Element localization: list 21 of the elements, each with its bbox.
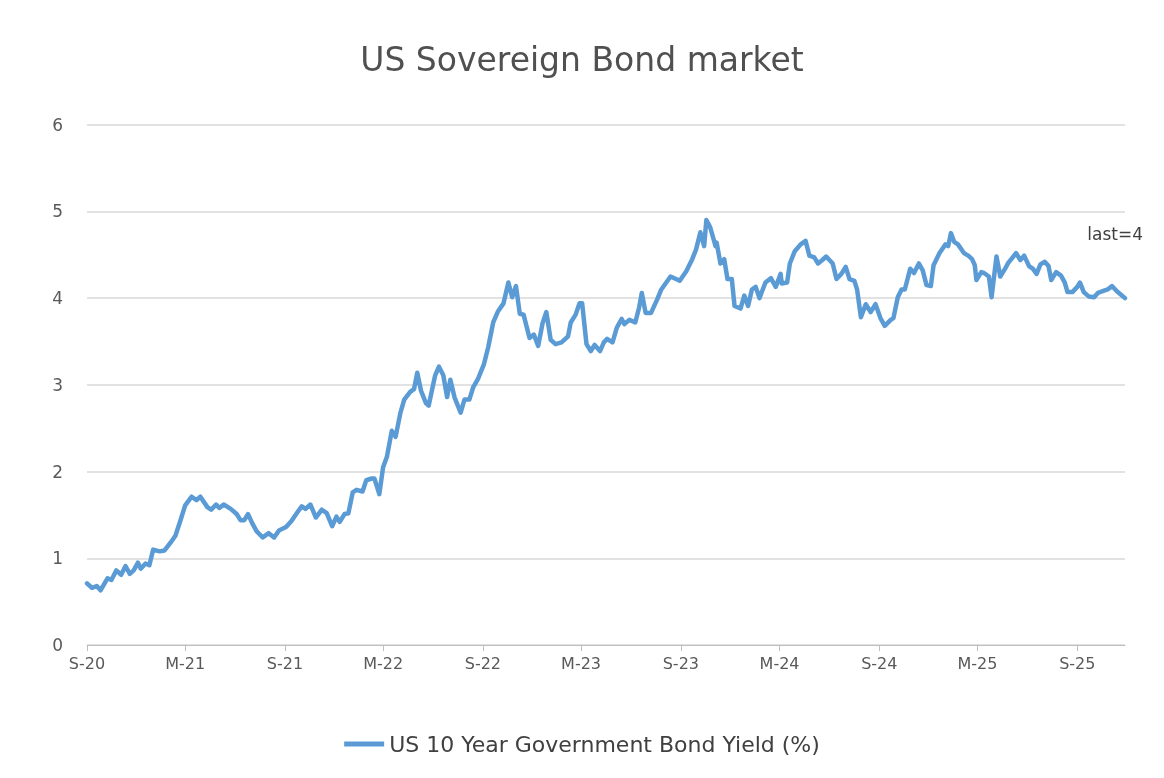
y-tick-label: 3 [52,374,63,395]
x-tick-label: S-25 [1059,653,1096,673]
y-tick-label: 6 [52,114,63,135]
chart-title: US Sovereign Bond market [360,40,804,79]
y-tick-label: 0 [52,635,63,655]
x-tick-label: M-25 [957,653,998,673]
legend-label: US 10 Year Government Bond Yield (%) [389,731,820,757]
y-tick-label: 4 [52,288,63,309]
y-tick-label: 1 [52,548,63,569]
x-tick-label: M-21 [165,653,206,673]
x-tick-label: S-24 [861,653,898,673]
y-tick-label: 5 [52,201,63,222]
x-tick-label: S-21 [266,653,304,673]
x-tick-label: M-22 [363,653,404,673]
x-tick-label: S-22 [464,653,502,673]
x-tick-label: S-23 [662,653,699,673]
annotation: last=4 [1087,223,1144,244]
x-tick-label: M-24 [759,653,800,673]
y-tick-label: 2 [52,461,63,482]
x-tick-label: S-20 [68,653,106,673]
x-tick-label: M-23 [561,653,602,673]
